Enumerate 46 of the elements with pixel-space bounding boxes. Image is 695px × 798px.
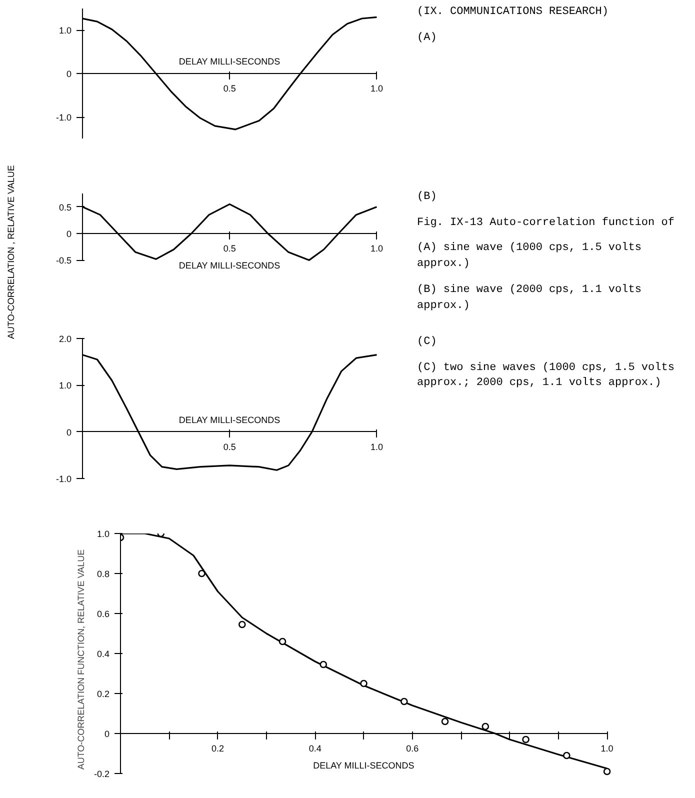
- text: (A): [417, 30, 438, 46]
- point: [563, 752, 570, 760]
- y-tick-label: 0.6: [96, 609, 110, 619]
- point: [320, 660, 328, 668]
- text: (C): [417, 335, 438, 350]
- point: [482, 722, 490, 730]
- x-tick-label: 1.0: [600, 744, 614, 754]
- text: (B) sine wave (2000 cps, 1.1 volts approx.): [417, 282, 642, 314]
- text: Fig. IX-13 Auto-correlation function of: [417, 216, 676, 231]
- point: [400, 698, 408, 706]
- text: (IX. COMMUNICATIONS RESEARCH): [417, 5, 608, 20]
- y-tick-label: 0: [66, 69, 72, 80]
- y-tick-label: 0.4: [96, 649, 110, 659]
- y-tick-label: 0: [104, 729, 110, 739]
- x-axis-title: DELAY MILLI-SECONDS: [178, 414, 280, 425]
- point: [522, 736, 530, 744]
- x-axis-title: DELAY MILLI-SECONDS: [178, 56, 280, 67]
- point: [360, 680, 368, 688]
- x-axis-title: DELAY MILLI-SECONDS: [313, 760, 414, 770]
- text: (B): [417, 190, 438, 205]
- text: (C) two sine waves (1000 cps, 1.5 volts approx.; 2000 cps, 1.1 volts approx.): [417, 360, 676, 392]
- point: [238, 620, 246, 628]
- y-tick-label: 2.0: [58, 334, 72, 344]
- y-tick-label: 0: [66, 229, 72, 239]
- y-tick-label: 0.8: [96, 569, 110, 579]
- point: [198, 570, 206, 578]
- y-tick-label: -0.5: [56, 256, 72, 266]
- y-tick-label: 0.5: [58, 202, 72, 212]
- text: (A) sine wave (1000 cps, 1.5 volts approx.): [417, 241, 642, 272]
- x-tick-label: 0.2: [212, 744, 224, 754]
- y-tick-label: -1.0: [56, 112, 72, 123]
- y-tick-label: -0.2: [94, 769, 110, 779]
- y-axis-title: AUTO-CORRELATION , RELATIVE VALUE: [5, 166, 17, 340]
- x-tick-label: 0.4: [308, 744, 322, 754]
- x-tick-label: 0.6: [406, 744, 419, 754]
- y-tick-label: -1.0: [56, 474, 72, 484]
- y-axis-title: AUTO-CORRELATION FUNCTION, RELATIVE VALUE: [76, 549, 86, 770]
- y-tick-label: 1.0: [58, 26, 72, 36]
- x-axis-title: DELAY MILLI-SECONDS: [178, 260, 280, 270]
- y-tick-label: 0: [66, 427, 72, 438]
- y-tick-label: 1.0: [58, 380, 72, 391]
- y-tick-label: 0.2: [96, 689, 110, 699]
- point: [441, 718, 449, 726]
- point: [603, 768, 611, 776]
- point: [278, 638, 286, 646]
- y-tick-label: 1.0: [96, 529, 110, 539]
